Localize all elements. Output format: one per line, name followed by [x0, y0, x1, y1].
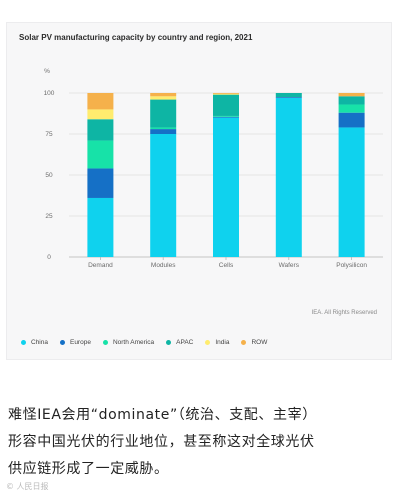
- x-tick-label: Cells: [219, 262, 234, 269]
- article-line-1: 难怪IEA会用“dominate”（统治、支配、主宰）: [8, 407, 317, 423]
- legend-swatch: [241, 340, 247, 345]
- legend-label: Europe: [69, 339, 91, 346]
- legend-item: India: [205, 339, 229, 346]
- bar-segment: [275, 97, 302, 257]
- bar-segment: [150, 99, 177, 128]
- legend-item: China: [21, 339, 48, 346]
- bar-segment: [150, 96, 177, 100]
- chart-credit: IEA. All Rights Reserved: [311, 310, 377, 316]
- legend-label: India: [215, 339, 230, 346]
- bar-segment: [213, 93, 239, 94]
- y-tick-label: 75: [45, 131, 53, 138]
- x-tick-label: Modules: [151, 262, 176, 269]
- x-tick-label: Wafers: [279, 262, 300, 269]
- legend-swatch: [166, 340, 172, 345]
- y-tick-label: 50: [45, 172, 53, 179]
- legend-item: Europe: [59, 339, 91, 346]
- bar-segment: [213, 116, 239, 118]
- bar-segment: [150, 134, 177, 257]
- x-tick-label: Demand: [88, 262, 113, 269]
- legend-swatch: [21, 340, 26, 345]
- article-line-2: 形容中国光伏的行业地位，甚至称这对全球光伏: [8, 434, 315, 450]
- article-text: 难怪IEA会用“dominate”（统治、支配、主宰） 形容中国光伏的行业地位，…: [8, 402, 406, 483]
- legend-swatch: [205, 340, 211, 345]
- bar-segment: [150, 129, 177, 134]
- legend-swatch: [59, 340, 65, 345]
- legend-item: North America: [102, 339, 155, 346]
- bar-segment: [87, 109, 114, 120]
- bar-segment: [338, 104, 365, 113]
- bar-segment: [338, 127, 365, 257]
- legend-label: ROW: [251, 339, 268, 346]
- bar-segment: [213, 93, 239, 95]
- chart-card: Solar PV manufacturing capacity by count…: [6, 22, 392, 360]
- bar-segment: [275, 93, 302, 98]
- legend-label: China: [31, 339, 48, 346]
- x-tick-label: Polysilicon: [336, 262, 367, 269]
- bar-segment: [150, 93, 177, 97]
- bar-segment: [150, 127, 177, 130]
- bar-segment: [87, 93, 114, 110]
- chart-legend: China Europe North America APAC India ROW: [21, 339, 267, 346]
- bar-segment: [87, 197, 114, 257]
- legend-item: APAC: [166, 339, 193, 346]
- bar-segment: [338, 96, 365, 105]
- y-tick-label: 100: [44, 90, 55, 97]
- legend-label: APAC: [176, 339, 194, 346]
- y-tick-label: 25: [45, 213, 53, 220]
- bar-segment: [87, 119, 114, 141]
- bar-segment: [338, 112, 365, 128]
- bar-segment: [338, 93, 365, 97]
- bar-segment: [87, 168, 114, 198]
- legend-item: ROW: [241, 339, 267, 346]
- chart-title: Solar PV manufacturing capacity by count…: [19, 33, 253, 42]
- watermark: © 人民日报: [6, 482, 49, 491]
- legend-swatch: [102, 340, 108, 345]
- y-axis-label: %: [44, 68, 50, 75]
- bar-segment: [87, 140, 114, 169]
- bar-segment: [275, 97, 302, 98]
- y-tick-label: 0: [47, 254, 51, 261]
- legend-label: North America: [112, 339, 155, 346]
- chart-plot: % 0 25 50 75 100 Demand Modules Cells Wafers Polys…: [44, 68, 383, 269]
- bar-segment: [213, 117, 239, 257]
- article-line-3: 供应链形成了一定威胁。: [8, 461, 169, 477]
- bar-segment: [213, 94, 239, 116]
- bar-segment: [213, 115, 239, 117]
